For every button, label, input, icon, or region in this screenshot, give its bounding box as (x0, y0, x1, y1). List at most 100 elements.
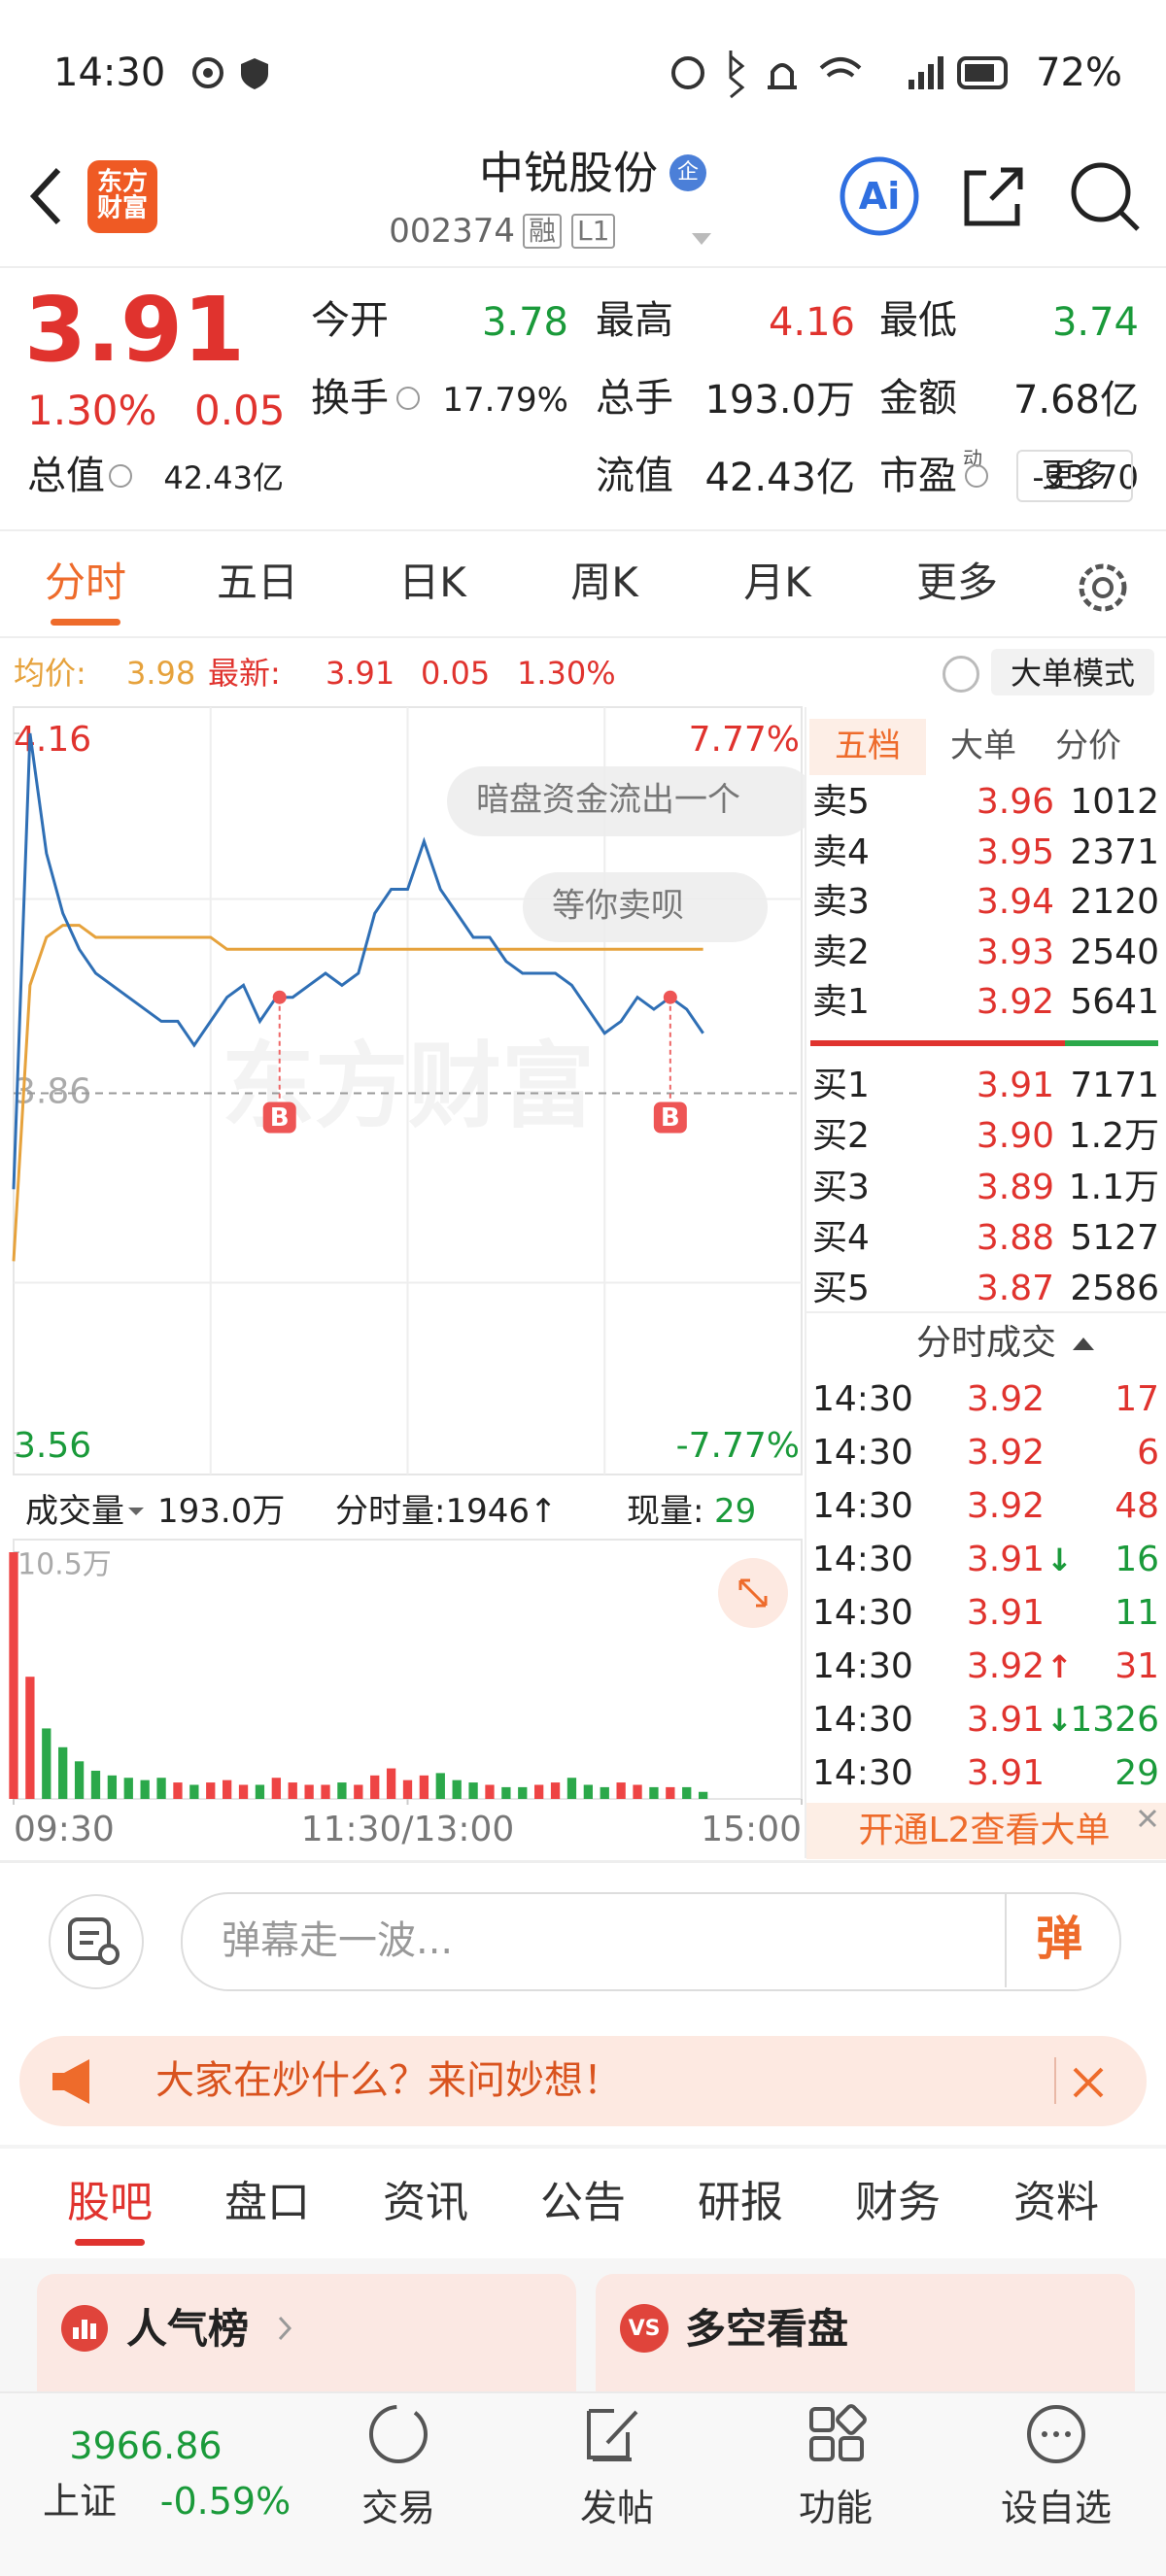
book-tab[interactable]: 大单 (950, 727, 1016, 765)
ai-label[interactable]: Ai (858, 175, 901, 218)
trade-time: 14:30 (812, 1540, 913, 1579)
trades-title[interactable]: 分时成交 (915, 1323, 1057, 1363)
ai-button[interactable] (840, 156, 919, 236)
y-tick-label: 3.86 (14, 1072, 91, 1112)
book-volume: 7171 (1070, 1066, 1159, 1105)
volume-bar (583, 1784, 594, 1799)
field-label: 今开 (311, 298, 389, 343)
more-button[interactable]: 更多 (1016, 450, 1133, 502)
tab[interactable]: 五日 (216, 559, 299, 606)
danmu-settings[interactable] (49, 1894, 144, 1989)
book-price: 3.89 (976, 1167, 1054, 1207)
danmu-button[interactable]: 弹 (1035, 1912, 1083, 1966)
tab[interactable]: 月K (743, 559, 811, 606)
volume-bar (354, 1784, 363, 1799)
tab-underline (51, 619, 120, 626)
section-tab[interactable]: 资讯 (383, 2178, 468, 2227)
nav-item[interactable]: 设自选 (1000, 2487, 1113, 2529)
volume-bar (140, 1779, 150, 1799)
divider (0, 529, 1166, 531)
divider (806, 1311, 1166, 1313)
volume-bar (452, 1779, 462, 1799)
book-price: 3.87 (976, 1269, 1054, 1309)
section-tab[interactable]: 盘口 (224, 2178, 310, 2227)
index-value[interactable]: 3966.86 (69, 2424, 223, 2467)
section-tab[interactable]: 股吧 (67, 2178, 153, 2227)
close-banner[interactable] (1071, 2065, 1106, 2100)
info-icon[interactable] (965, 464, 988, 488)
collapse-icon[interactable] (1069, 1329, 1098, 1358)
book-price: 3.88 (976, 1217, 1054, 1258)
card-title[interactable]: 人气榜 (126, 2305, 250, 2353)
volume-label[interactable]: 成交量 (25, 1492, 124, 1531)
nav-item[interactable]: 发帖 (579, 2487, 655, 2529)
card-title[interactable]: 多空看盘 (685, 2305, 849, 2353)
book-tab[interactable]: 五档 (835, 727, 901, 765)
info-icon[interactable] (396, 387, 420, 410)
book-tab[interactable]: 分价 (1055, 727, 1121, 765)
volume-bar (566, 1778, 577, 1799)
trade-direction: ↓ (1046, 1702, 1073, 1739)
field-value: 42.43亿 (704, 456, 855, 500)
section-tab[interactable]: 公告 (540, 2178, 626, 2227)
share-button[interactable] (964, 167, 1023, 226)
volume-bar (616, 1782, 626, 1799)
nav-icons (369, 2404, 1085, 2463)
mode-button[interactable] (991, 649, 1154, 695)
field-value: 3.78 (481, 300, 568, 345)
price-line (12, 732, 704, 1190)
close-l2[interactable] (1132, 1803, 1163, 1834)
section-tab[interactable]: 资料 (1013, 2178, 1099, 2227)
mode-label[interactable]: 大单模式 (1010, 655, 1136, 692)
tab[interactable]: 更多 (915, 559, 999, 606)
x-tick-label: 15:00 (701, 1810, 802, 1849)
volume-bar (698, 1791, 708, 1799)
pct-label: 7.77% (689, 720, 800, 760)
marker-label: B (270, 1103, 290, 1133)
section-tab[interactable]: 研报 (698, 2178, 783, 2227)
trade-price: 3.91 (966, 1753, 1045, 1793)
trade-direction: ↑ (1046, 1648, 1073, 1685)
trade-price: 3.92 (966, 1486, 1045, 1526)
section-tab[interactable]: 财务 (855, 2178, 941, 2227)
back-button[interactable] (29, 167, 61, 225)
banner[interactable] (19, 2036, 1147, 2126)
info-icon[interactable] (109, 464, 132, 488)
volume-bar (9, 1552, 18, 1799)
tab[interactable]: 日K (398, 559, 466, 606)
help-icon[interactable] (943, 656, 979, 693)
volume-bar (288, 1782, 297, 1799)
index-name: 上证 (42, 2480, 118, 2523)
danmu-placeholder[interactable]: 弹幕走一波... (222, 1918, 454, 1963)
trade-volume: 17 (1115, 1379, 1159, 1419)
last-value: 3.91 (326, 655, 395, 692)
volume-frame (13, 1539, 803, 1800)
trade-price: 3.92 (966, 1433, 1045, 1473)
volume-bar (550, 1782, 561, 1799)
l2-bar[interactable] (806, 1803, 1166, 1859)
danmu-input[interactable] (181, 1892, 1121, 1991)
volume-bar (222, 1779, 232, 1799)
volume-bar (74, 1761, 85, 1799)
search-button[interactable] (1071, 162, 1131, 222)
book-label: 买4 (812, 1217, 870, 1258)
l2-link[interactable]: 开通L2查看大单 (858, 1811, 1111, 1850)
tab[interactable]: 周K (570, 559, 638, 606)
volume-bar (633, 1784, 642, 1799)
book-volume: 2540 (1070, 932, 1159, 972)
volume-bar (402, 1779, 413, 1799)
trade-volume: 1326 (1070, 1700, 1159, 1740)
vs-icon (620, 2304, 669, 2353)
volume-bar (123, 1778, 133, 1799)
tab[interactable]: 分时 (44, 559, 127, 606)
nav-item[interactable]: 交易 (360, 2487, 436, 2529)
nav-item[interactable]: 功能 (798, 2487, 874, 2529)
last-price: 3.91 (24, 278, 245, 382)
trade-price: 3.92 (966, 1379, 1045, 1419)
settings-button[interactable] (1069, 554, 1137, 622)
v-tick-label: 10.5万 (17, 1548, 112, 1582)
banner-text[interactable]: 大家在炒什么？来问妙想！ (155, 2058, 622, 2103)
marker-badge (262, 1102, 296, 1134)
logo: 东方财富 (96, 167, 148, 223)
trade-price: 3.91 (966, 1700, 1045, 1740)
